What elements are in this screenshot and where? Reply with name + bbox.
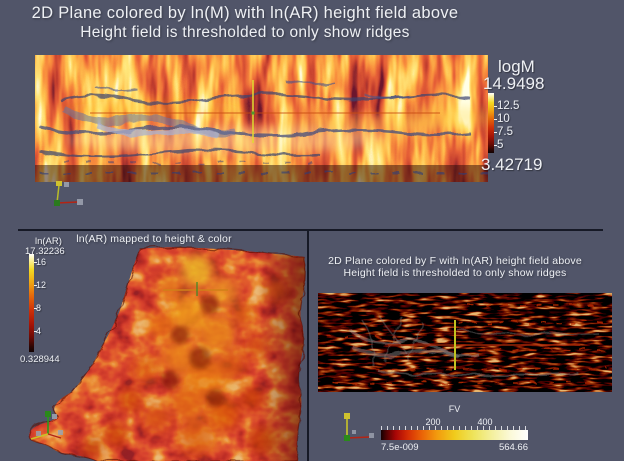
colorbar-gradient <box>29 254 37 352</box>
colorbar-min: 0.328944 <box>20 354 60 365</box>
terrain-surface[interactable] <box>0 230 308 461</box>
view-title-line1: 2D Plane colored by F with ln(AR) height… <box>328 255 582 267</box>
colorbar-tick: 200 <box>425 417 441 427</box>
colorbar-max: 17.32236 <box>25 246 65 257</box>
colorbar-tick: 4 <box>36 326 42 336</box>
logm-colorbar[interactable]: logM 14.9498 12.5 10 7.5 5 3.42719 <box>481 57 596 174</box>
ridge-overlay <box>39 80 488 174</box>
view-splitter-vertical[interactable] <box>307 229 309 461</box>
fv-colorbar[interactable]: FV 200 400 7.5e-009 564.66 <box>381 404 528 453</box>
probe-crosshair[interactable] <box>388 320 580 370</box>
colorbar-tick: 5 <box>497 139 504 151</box>
probe-crosshair[interactable] <box>90 80 440 143</box>
colorbar-min: 7.5e-009 <box>381 442 419 453</box>
colorbar-tick: 10 <box>497 113 510 125</box>
ridge-image <box>318 293 612 392</box>
lnar-colorbar[interactable]: ln(AR) 17.32236 16 12 8 4 0.328944 <box>20 236 90 365</box>
orientation-axes-icon <box>30 411 63 440</box>
view-title-line1: 2D Plane colored by ln(M) with ln(AR) he… <box>31 4 459 22</box>
view-splitter-horizontal[interactable] <box>18 229 603 231</box>
colorbar-gradient <box>381 430 528 440</box>
colorbar-max: 564.66 <box>498 442 528 453</box>
ridge-web-overlay <box>346 314 599 377</box>
heatmap-image <box>35 55 488 182</box>
colorbar-tickmarks <box>381 426 528 430</box>
view-title-line2: Height field is thresholded to only show… <box>343 267 567 279</box>
heatmap-2d-plane[interactable] <box>35 55 488 182</box>
colorbar-tick: 16 <box>36 257 47 267</box>
colorbar-title: logM <box>498 57 535 76</box>
colorbar-tick: 400 <box>477 417 493 427</box>
colorbar-max: 14.9498 <box>483 74 545 93</box>
colorbar-tick: 12.5 <box>497 100 520 112</box>
colorbar-title: FV <box>448 404 461 414</box>
colorbar-tick: 12 <box>36 280 47 290</box>
colorbar-title: ln(AR) <box>35 236 62 247</box>
orientation-axes-icon <box>344 413 374 441</box>
probe-line[interactable] <box>163 282 228 296</box>
colorbar-min: 3.42719 <box>481 155 543 174</box>
colorbar-gradient <box>488 93 497 153</box>
view-title: ln(AR) mapped to height & color <box>76 233 232 245</box>
orientation-axes-icon <box>54 181 83 206</box>
ridge-threshold-plane[interactable] <box>318 293 612 392</box>
view-title-line2: Height field is thresholded to only show… <box>80 24 410 41</box>
colorbar-tick: 8 <box>36 303 42 313</box>
colorbar-tick: 7.5 <box>497 126 513 138</box>
